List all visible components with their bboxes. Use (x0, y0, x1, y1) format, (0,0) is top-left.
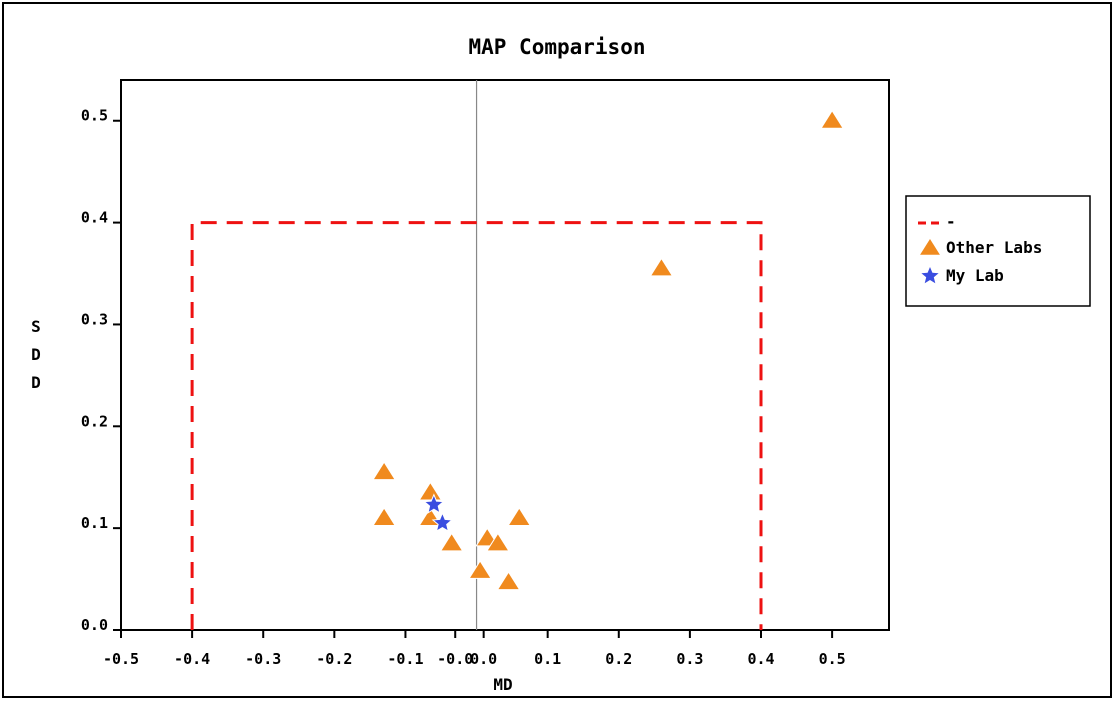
other-lab-point (507, 507, 532, 526)
x-tick-label: -0.2 (316, 650, 352, 668)
other-lab-point (372, 507, 397, 526)
my-lab-point (431, 511, 454, 533)
x-tick-label: 0.5 (819, 650, 846, 668)
other-lab-point (820, 109, 845, 129)
x-tick-label: -0.0 (437, 650, 473, 668)
legend-label: My Lab (946, 266, 1004, 285)
other-lab-point (372, 461, 397, 481)
other-lab-point (649, 257, 674, 277)
x-tick-label: -0.5 (103, 650, 139, 668)
acceptance-limit-box (190, 221, 763, 630)
x-tick-label: 0.4 (747, 650, 774, 668)
other-lab-point (496, 571, 521, 591)
other-lab-point (485, 532, 510, 552)
x-tick-label: 0.1 (534, 650, 561, 668)
y-tick-label: 0.4 (81, 209, 108, 227)
x-tick-label: 0.2 (605, 650, 632, 668)
other-lab-point (418, 481, 443, 501)
y-tick-label: 0.3 (81, 310, 108, 328)
y-tick-label: 0.0 (81, 616, 108, 634)
legend-swatch-star (921, 267, 939, 284)
legend-label: - (946, 212, 956, 231)
x-axis-label: MD (493, 675, 512, 694)
y-tick-label: 0.2 (81, 412, 108, 430)
dashed-box-layer (190, 221, 763, 630)
legend-swatch-triangle (920, 239, 940, 255)
legend-label: Other Labs (946, 238, 1042, 257)
y-tick-label: 0.1 (81, 514, 108, 532)
x-tick-label: -0.4 (174, 650, 210, 668)
y-axis-label-char: S (31, 317, 41, 336)
x-tick-label: -0.3 (245, 650, 281, 668)
y-tick-label: 0.5 (81, 107, 108, 125)
my-lab-point (423, 493, 445, 514)
y-axis-label-char: D (31, 373, 41, 392)
chart-title: MAP Comparison (468, 35, 645, 59)
axis-ticks-layer: -0.5 -0.4 -0.3 -0.2 -0.1 -0.00.0 0.1 0.2 0.3 0.4 0… (81, 107, 846, 668)
plot-area (120, 79, 890, 631)
x-tick-label: 0.3 (676, 650, 703, 668)
data-points-layer (372, 109, 845, 591)
x-tick-label: -0.1 (387, 650, 423, 668)
other-lab-point (439, 532, 464, 552)
legend: - Other Labs My Lab (918, 212, 1042, 285)
other-lab-point (468, 559, 493, 579)
y-axis-label-char: D (31, 345, 41, 364)
y-axis-label: SDD (31, 317, 41, 392)
x-tick-label: 0.0 (470, 650, 497, 668)
